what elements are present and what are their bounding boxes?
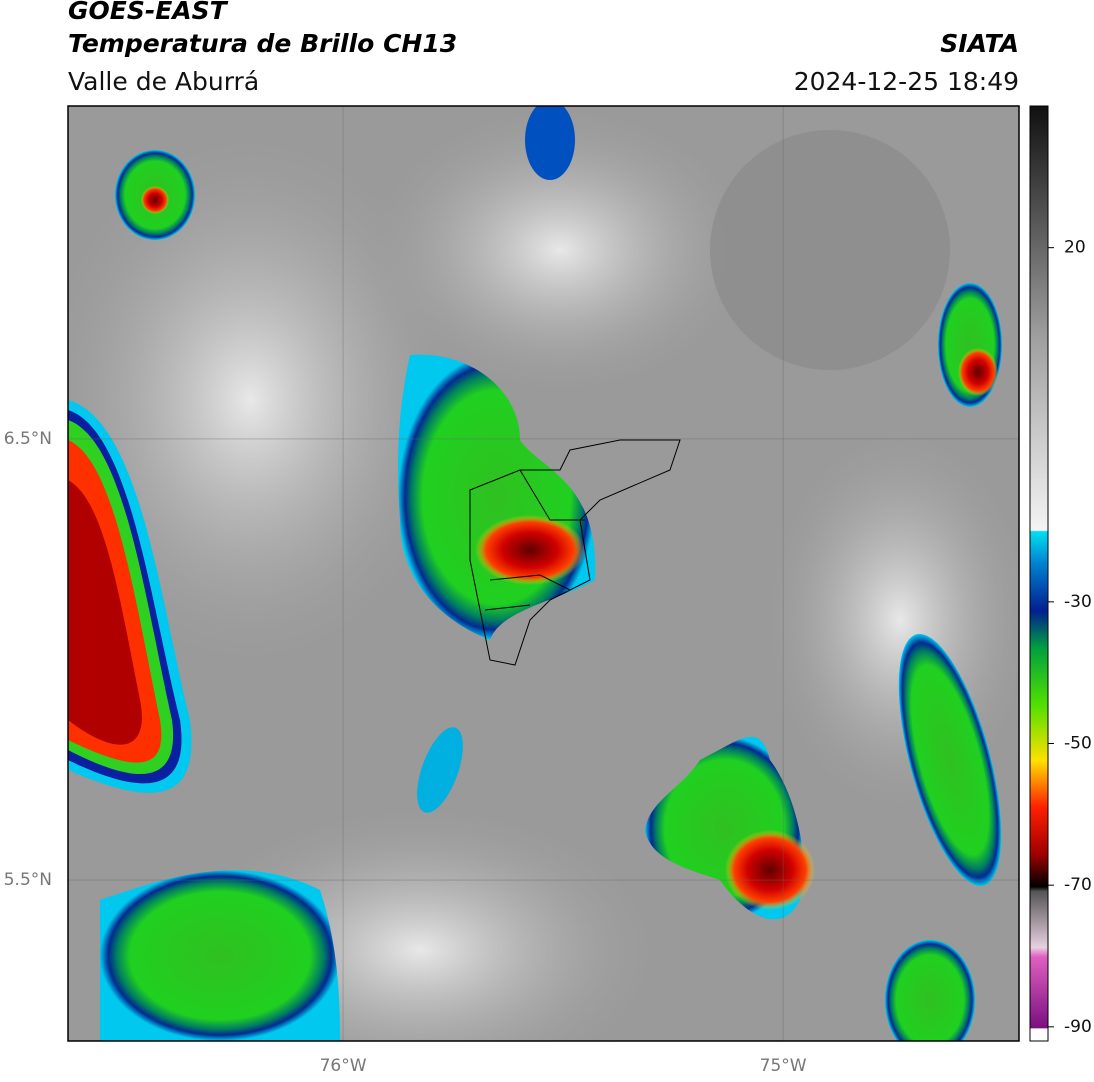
map-image bbox=[68, 106, 1019, 1041]
colorbar-tick-label: -50 bbox=[1064, 734, 1092, 754]
graticule bbox=[68, 106, 1019, 1041]
lon-tick-label: 75°W bbox=[760, 1056, 807, 1076]
satellite: GOES-EAST bbox=[68, 0, 229, 25]
source: SIATA bbox=[940, 29, 1019, 58]
datetime: 2024-12-25 18:49 bbox=[794, 67, 1019, 96]
region: Valle de Aburrá bbox=[68, 67, 259, 96]
colorbar-tick-label: -30 bbox=[1064, 592, 1092, 612]
lon-tick-label: 76°W bbox=[320, 1056, 367, 1076]
colorbar-tick-label: -70 bbox=[1064, 875, 1092, 895]
colorbar bbox=[1029, 105, 1049, 1042]
lat-tick-label: 5.5°N bbox=[4, 870, 52, 890]
lat-tick-label: 6.5°N bbox=[4, 429, 52, 449]
colorbar-tick-label: -90 bbox=[1064, 1017, 1092, 1037]
map-frame bbox=[67, 105, 1020, 1042]
product: Temperatura de Brillo CH13 bbox=[68, 29, 457, 58]
colorbar-tick-label: 20 bbox=[1064, 238, 1086, 258]
